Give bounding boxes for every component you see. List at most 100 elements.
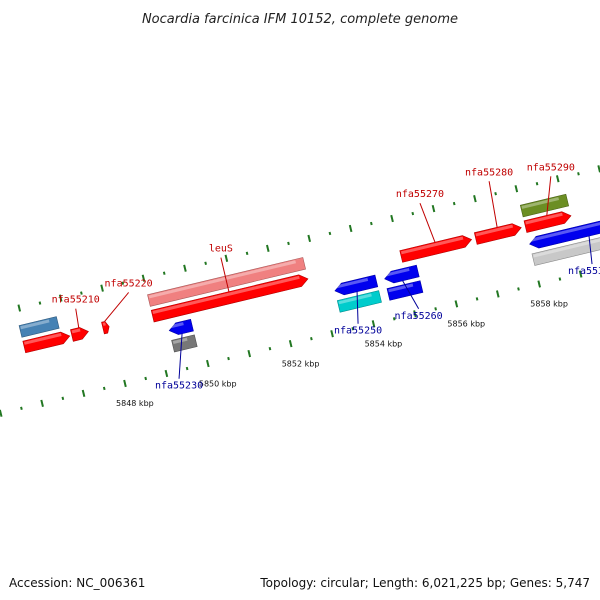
reverse-tick — [517, 287, 520, 291]
map-rotated-group: 5848 kbp 5850 kbp 5852 kbp 5854 kbp 5856 kbp… — [0, 165, 600, 417]
reverse-tick — [81, 389, 86, 398]
scale-tick-label: 5858 kbp — [530, 300, 568, 309]
reverse-tick — [371, 320, 376, 328]
feature-highlight — [102, 322, 106, 326]
gene-label-nfa55280: nfa55280 — [465, 167, 513, 178]
feature-highlight — [20, 319, 50, 330]
feature-highlight — [525, 212, 563, 225]
forward-tick — [204, 261, 207, 265]
scale-tick-label: 5854 kbp — [365, 339, 403, 348]
feature-nfa55230-gene — [171, 334, 198, 353]
reverse-tick — [247, 349, 252, 358]
gene-label-nfa55220: nfa55220 — [105, 278, 153, 289]
forward-tick — [473, 195, 477, 203]
feature-highlight — [148, 260, 296, 299]
forward-tick — [224, 254, 229, 262]
forward-tick — [287, 241, 290, 246]
forward-tick — [411, 211, 415, 216]
feature-forward-partial-1 — [18, 316, 60, 338]
gene-label-nfa55260: nfa55260 — [395, 311, 443, 322]
forward-tick — [431, 204, 436, 213]
feature-leuS — [150, 274, 309, 323]
forward-tick — [328, 231, 332, 236]
scale-tick-label: 5852 kbp — [282, 359, 320, 368]
reverse-tick — [40, 399, 44, 407]
callout-line — [356, 291, 359, 324]
reverse-tick — [558, 277, 562, 281]
feature-highlight — [24, 333, 62, 345]
reverse-tick — [413, 310, 417, 318]
reverse-tick — [185, 366, 189, 371]
forward-tick — [452, 201, 456, 206]
forward-tick — [80, 291, 83, 295]
genome-summary-text: Topology: circular; Length: 6,021,225 bp… — [260, 576, 590, 590]
dna-backbone — [0, 189, 600, 391]
feature-nfa55210 — [70, 327, 89, 342]
feature-highlight — [400, 236, 464, 255]
reverse-tick — [20, 406, 23, 410]
feature-nfa55290 — [523, 211, 572, 233]
feature-nfa55230 — [168, 318, 194, 335]
reverse-tick — [330, 330, 334, 338]
reverse-tick — [310, 336, 313, 341]
feature-nfa55260 — [384, 264, 420, 284]
gene-label-nfa55250: nfa55250 — [334, 326, 382, 337]
feature-layer — [18, 193, 600, 354]
feature-highlight — [71, 328, 81, 334]
feature-nfa55300 — [529, 210, 600, 249]
map-title: Nocardia farcinica IFM 10152, complete g… — [142, 12, 458, 27]
reverse-tick — [434, 307, 437, 311]
forward-tick — [555, 175, 560, 183]
forward-tick — [17, 304, 22, 312]
reverse-tick — [392, 317, 396, 321]
reverse-tick — [206, 359, 210, 368]
reverse-tick — [123, 379, 127, 388]
forward-tick — [183, 264, 187, 272]
reverse-tick — [288, 340, 293, 348]
forward-tick — [38, 301, 42, 305]
forward-tick — [514, 185, 519, 193]
forward-tick-ring — [17, 165, 600, 312]
feature-nfa55250-gene — [336, 290, 382, 313]
forward-tick — [266, 244, 270, 253]
reverse-tick — [61, 396, 65, 401]
callout-line — [220, 257, 230, 292]
feature-highlight — [334, 277, 369, 289]
callout-line — [178, 333, 183, 379]
forward-tick — [245, 251, 249, 256]
scale-tick-label: 5850 kbp — [199, 379, 237, 388]
forward-tick — [577, 172, 580, 176]
callout-line — [488, 181, 498, 228]
feature-nfa55290-gene — [519, 193, 570, 218]
reverse-tick — [475, 297, 479, 301]
gene-label-nfa55230: nfa55230 — [155, 381, 203, 392]
gene-label-nfa55210: nfa55210 — [52, 295, 100, 306]
reverse-tick — [268, 346, 272, 351]
forward-tick — [494, 191, 497, 196]
reverse-tick — [537, 280, 541, 288]
feature-nfa55260-gene — [386, 280, 424, 301]
feature-highlight — [475, 224, 514, 237]
forward-tick — [390, 214, 394, 223]
feature-highlight — [384, 267, 410, 277]
reverse-tick-ring — [0, 270, 583, 417]
feature-nfa55220 — [101, 321, 110, 335]
feature-forward-partial-2 — [22, 331, 71, 354]
accession-text: Accession: NC_006361 — [9, 576, 146, 590]
reverse-tick — [454, 300, 459, 308]
callout-layer: nfa55210 nfa55220 leuS nfa55270 nfa55280 nfa5… — [52, 162, 600, 391]
forward-tick — [100, 284, 104, 292]
forward-tick — [370, 221, 373, 226]
feature-highlight — [533, 228, 600, 258]
callout-line — [546, 176, 552, 216]
callout-line — [588, 235, 593, 265]
feature-nfa55250 — [334, 274, 379, 296]
feature-nfa55270 — [399, 235, 473, 263]
feature-highlight — [172, 337, 188, 345]
reverse-tick — [144, 376, 148, 381]
forward-tick — [162, 271, 166, 275]
callout-line — [75, 308, 80, 328]
feature-highlight — [152, 275, 300, 314]
forward-tick — [121, 281, 125, 285]
feature-highlight — [529, 213, 600, 242]
